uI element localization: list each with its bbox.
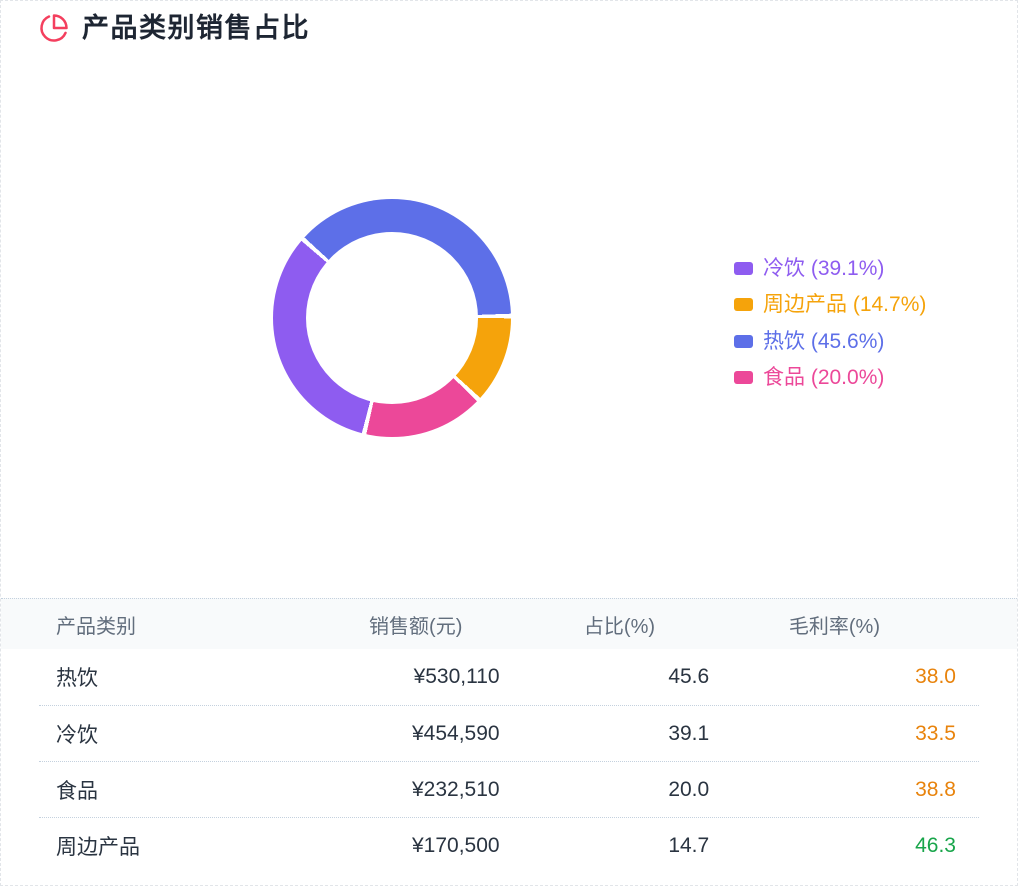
legend-label: 周边产品 (14.7%): [763, 293, 927, 317]
table-row: 热饮 ¥530,110 45.6 38.0: [39, 649, 979, 705]
donut-chart[interactable]: [273, 199, 511, 437]
share-cell: 20.0: [668, 777, 710, 801]
category-sales-table: 产品类别 销售额(元) 占比(%) 毛利率(%) 热饮 ¥530,110 45.…: [1, 598, 1017, 873]
pie-chart-icon: [39, 13, 69, 43]
legend-item-cold-drinks[interactable]: 冷饮 (39.1%): [734, 250, 926, 287]
column-header-margin: 毛利率(%): [788, 615, 880, 638]
table-row: 食品 ¥232,510 20.0 38.8: [39, 761, 979, 817]
margin-cell: 46.3: [915, 833, 956, 857]
category-cell: 周边产品: [56, 835, 140, 859]
chart-legend: 冷饮 (39.1%) 周边产品 (14.7%) 热饮 (45.6%) 食品 (2…: [734, 250, 926, 396]
margin-cell: 33.5: [915, 721, 956, 745]
legend-item-food[interactable]: 食品 (20.0%): [734, 360, 926, 397]
legend-swatch: [734, 298, 753, 312]
legend-swatch: [734, 261, 753, 275]
category-cell: 热饮: [56, 667, 98, 690]
page-title: 产品类别销售占比: [82, 12, 310, 43]
margin-cell: 38.8: [915, 777, 956, 801]
donut-hole: [306, 232, 478, 404]
legend-swatch: [734, 334, 753, 348]
legend-item-hot-drinks[interactable]: 热饮 (45.6%): [734, 323, 926, 360]
share-cell: 39.1: [668, 721, 710, 745]
share-cell: 14.7: [668, 833, 710, 857]
share-cell: 45.6: [668, 665, 710, 688]
margin-cell: 38.0: [915, 665, 956, 688]
sales-cell: ¥454,590: [412, 721, 500, 745]
column-header-sales: 销售额(元): [369, 615, 463, 638]
sales-cell: ¥232,510: [412, 777, 500, 801]
sales-cell: ¥530,110: [413, 665, 500, 688]
legend-item-merchandise[interactable]: 周边产品 (14.7%): [734, 287, 926, 324]
legend-label: 热饮 (45.6%): [763, 329, 885, 353]
column-header-share: 占比(%): [583, 615, 656, 638]
card-header: 产品类别销售占比: [39, 10, 310, 46]
column-header-category: 产品类别: [56, 615, 136, 638]
category-cell: 食品: [56, 779, 98, 803]
table-row: 周边产品 ¥170,500 14.7 46.3: [39, 817, 979, 873]
legend-swatch: [734, 371, 753, 385]
category-cell: 冷饮: [56, 723, 98, 747]
legend-label: 冷饮 (39.1%): [763, 256, 885, 280]
donut-chart-section: 冷饮 (39.1%) 周边产品 (14.7%) 热饮 (45.6%) 食品 (2…: [1, 1, 1017, 598]
table-header-row: 产品类别 销售额(元) 占比(%) 毛利率(%): [1, 598, 1017, 649]
table-row: 冷饮 ¥454,590 39.1 33.5: [39, 705, 979, 761]
sales-cell: ¥170,500: [412, 833, 500, 857]
legend-label: 食品 (20.0%): [763, 366, 885, 390]
